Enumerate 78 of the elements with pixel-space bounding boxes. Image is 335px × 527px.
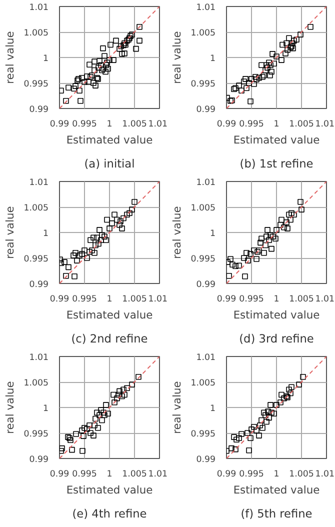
x-tick-label: 0.99 (216, 470, 236, 480)
y-axis-title: real value (170, 206, 184, 259)
x-axis-title: Estimated value (66, 134, 153, 146)
y-tick-label: 1.005 (190, 28, 216, 38)
text: (b) 1st refine (240, 156, 314, 170)
text: (d) 3rd refine (239, 332, 314, 346)
x-tick-label: 0.995 (72, 470, 97, 480)
y-tick-label: 1 (42, 404, 49, 414)
y-tick-label: 1.01 (29, 178, 49, 188)
x-tick-label: 1.005 (289, 120, 314, 130)
y-tick-label: 1.005 (24, 28, 48, 38)
y-axis-title: real value (170, 31, 184, 84)
y-tick-label: 1.005 (190, 378, 216, 388)
x-tick-label: 1.005 (289, 470, 314, 480)
x-tick-label: 1 (274, 120, 280, 130)
y-axis-title: real value (4, 381, 17, 434)
x-tick-label: 1.005 (122, 470, 147, 480)
x-tick-label: 0.99 (216, 120, 236, 130)
y-tick-label: 0.99 (196, 105, 216, 115)
y-tick-label: 1 (210, 404, 216, 414)
y-tick-label: 1.01 (196, 3, 216, 13)
y-tick-label: 1 (42, 229, 49, 239)
x-tick-label: 0.99 (50, 120, 70, 130)
x-tick-label: 1 (106, 120, 112, 130)
text: (a) initial (84, 156, 135, 170)
x-tick-label: 1.01 (148, 120, 168, 130)
y-tick-label: 0.99 (29, 455, 49, 465)
x-tick-label: 1.01 (315, 120, 335, 130)
x-tick-label: 1.01 (315, 294, 335, 304)
x-tick-label: 0.995 (239, 120, 264, 130)
y-tick-label: 1.005 (24, 378, 48, 388)
y-tick-label: 0.995 (24, 430, 48, 440)
y-axis-title: real value (170, 381, 184, 434)
y-tick-label: 0.995 (190, 254, 216, 264)
x-axis-title: Estimated value (66, 308, 153, 322)
x-tick-label: 1 (274, 470, 280, 480)
y-tick-label: 0.99 (196, 280, 216, 290)
y-tick-label: 1.01 (29, 353, 49, 363)
text: (c) 2nd refine (71, 332, 148, 346)
x-tick-label: 0.995 (239, 294, 264, 304)
x-tick-label: 0.99 (50, 470, 70, 480)
text: (e) 4th refine (72, 506, 147, 520)
x-tick-label: 0.995 (72, 294, 97, 304)
x-tick-label: 1.01 (148, 470, 168, 480)
y-tick-label: 1.01 (196, 353, 216, 363)
x-tick-label: 1 (106, 470, 112, 480)
x-tick-label: 0.995 (239, 470, 264, 480)
y-tick-label: 0.995 (190, 80, 216, 90)
y-axis-title: real value (4, 206, 17, 259)
x-tick-label: 1.005 (289, 294, 314, 304)
x-tick-label: 1 (274, 294, 280, 304)
x-axis-title: Estimated value (233, 134, 320, 146)
y-tick-label: 0.99 (196, 455, 216, 465)
y-tick-label: 1.01 (29, 3, 49, 13)
text: (f) 5th refine (240, 506, 312, 520)
y-tick-label: 1 (210, 229, 216, 239)
y-tick-label: 1 (210, 54, 216, 64)
x-tick-label: 1.005 (122, 120, 147, 130)
y-tick-label: 0.995 (24, 254, 48, 264)
y-axis-title: real value (4, 31, 17, 84)
y-tick-label: 0.995 (190, 430, 216, 440)
y-tick-label: 1 (42, 54, 49, 64)
y-tick-label: 1.005 (190, 204, 216, 214)
x-tick-label: 1.005 (122, 294, 147, 304)
x-tick-label: 1 (106, 294, 112, 304)
y-tick-label: 1.01 (196, 178, 216, 188)
y-tick-label: 0.99 (29, 280, 49, 290)
x-tick-label: 0.99 (216, 294, 236, 304)
x-tick-label: 0.995 (72, 120, 97, 130)
x-axis-title: Estimated value (233, 484, 320, 496)
x-tick-label: 0.99 (50, 294, 70, 304)
x-tick-label: 1.01 (148, 294, 168, 304)
x-tick-label: 1.01 (315, 470, 335, 480)
y-tick-label: 0.995 (24, 80, 48, 90)
x-axis-title: Estimated value (66, 484, 153, 496)
y-tick-label: 0.99 (29, 105, 49, 115)
x-axis-title: Estimated value (233, 308, 320, 322)
y-tick-label: 1.005 (24, 204, 48, 214)
